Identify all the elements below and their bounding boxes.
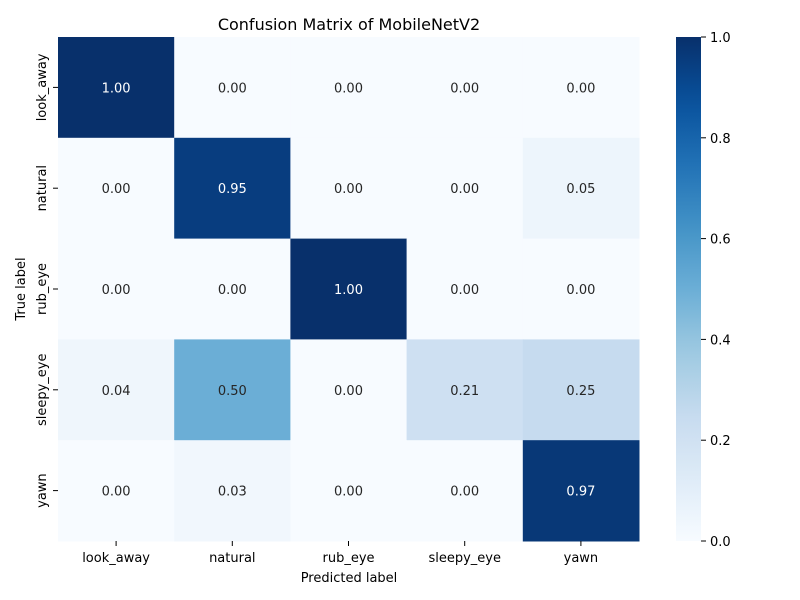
x-tick-label: yawn	[564, 551, 599, 566]
heatmap-cell	[290, 339, 408, 441]
heatmap-cell	[174, 137, 291, 240]
y-tick-label: yawn	[35, 473, 50, 508]
cell-value-label: 0.00	[102, 283, 131, 298]
heatmap-cell	[58, 440, 175, 542]
y-tick-label: look_away	[35, 53, 50, 121]
heatmap-cell	[58, 238, 175, 340]
heatmap-cell	[406, 440, 524, 542]
heatmap-cell	[522, 137, 640, 240]
colorbar-gradient	[676, 37, 701, 541]
cell-value-label: 0.97	[566, 485, 595, 500]
heatmap-cell	[406, 137, 524, 240]
cell-value-label: 0.00	[450, 485, 479, 500]
cell-value-label: 0.00	[566, 81, 595, 96]
cell-value-label: 0.95	[218, 182, 247, 197]
y-tick-label: rub_eye	[35, 263, 50, 315]
heatmap-cell	[174, 339, 291, 441]
cell-value-label: 1.00	[102, 81, 131, 96]
cell-value-label: 0.00	[334, 81, 363, 96]
heatmap-cell	[174, 440, 291, 542]
cell-value-label: 0.50	[218, 384, 247, 399]
heatmap-cell	[522, 440, 640, 542]
cell-value-label: 0.05	[566, 182, 595, 197]
heatmap-cell	[522, 37, 640, 139]
y-axis-label: True label	[14, 257, 29, 321]
heatmap-cell	[58, 137, 175, 240]
cell-value-label: 0.00	[218, 81, 247, 96]
y-tick-label: sleepy_eye	[35, 354, 50, 427]
heatmap-cell	[290, 238, 408, 340]
cell-value-label: 0.21	[450, 384, 479, 399]
chart-title: Confusion Matrix of MobileNetV2	[218, 15, 480, 34]
heatmap-cell	[406, 238, 524, 340]
heatmap-cell	[406, 37, 524, 139]
x-tick-label: rub_eye	[322, 551, 374, 566]
colorbar-tick-label: 0.2	[710, 434, 731, 449]
cell-value-label: 0.00	[450, 81, 479, 96]
heatmap-cell	[174, 37, 291, 139]
y-tick-label: natural	[35, 165, 50, 211]
colorbar-tick-label: 0.0	[710, 535, 731, 550]
colorbar-tick-label: 0.4	[710, 333, 731, 348]
cell-value-label: 0.00	[450, 283, 479, 298]
cell-value-label: 0.04	[102, 384, 131, 399]
cell-value-label: 0.00	[334, 384, 363, 399]
x-axis-label: Predicted label	[301, 571, 398, 586]
cell-value-label: 0.00	[102, 182, 131, 197]
cell-value-label: 0.03	[218, 485, 247, 500]
cell-value-label: 1.00	[334, 283, 363, 298]
cell-value-label: 0.00	[218, 283, 247, 298]
heatmap-cell	[290, 37, 408, 139]
heatmap-cell	[174, 238, 291, 340]
colorbar-tick-label: 0.6	[710, 233, 731, 248]
heatmap-cell	[406, 339, 524, 441]
heatmap-cell	[290, 440, 408, 542]
colorbar: 0.0 0.2 0.4 0.6 0.8 1.0	[676, 31, 731, 550]
heatmap-cell	[58, 339, 175, 441]
cell-value-label: 0.25	[566, 384, 595, 399]
heatmap-cells: 1.00 0.00 0.00 0.00 0.00 0.00 0.95 0.00 0.00 0.05…	[58, 37, 640, 542]
cell-value-label: 0.00	[334, 182, 363, 197]
heatmap-cell	[290, 137, 408, 240]
colorbar-tick-label: 1.0	[710, 31, 731, 46]
heatmap-cell	[522, 238, 640, 340]
x-axis-ticks: look_away natural rub_eye sleepy_eye yawn	[82, 541, 598, 566]
x-tick-label: natural	[209, 551, 255, 566]
heatmap-cell	[58, 37, 175, 139]
cell-value-label: 0.00	[102, 485, 131, 500]
x-tick-label: look_away	[82, 551, 150, 566]
heatmap-cell	[522, 339, 640, 441]
cell-value-label: 0.00	[450, 182, 479, 197]
cell-value-label: 0.00	[334, 485, 363, 500]
colorbar-tick-label: 0.8	[710, 132, 731, 147]
x-tick-label: sleepy_eye	[428, 551, 501, 566]
cell-value-label: 0.00	[566, 283, 595, 298]
